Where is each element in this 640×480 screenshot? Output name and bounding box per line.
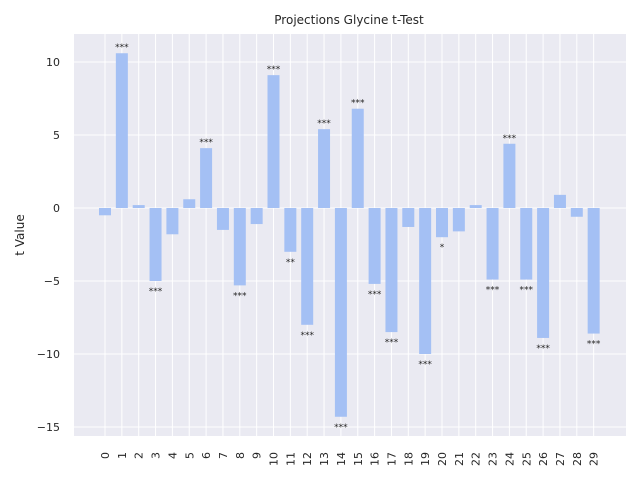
significance-label: ***: [267, 65, 281, 75]
bar: [486, 208, 499, 280]
x-tick-label: 1: [116, 452, 129, 459]
bar: [537, 208, 550, 338]
x-tick-label: 6: [200, 452, 213, 459]
x-tick-label: 27: [554, 452, 567, 466]
significance-label: ***: [149, 287, 163, 297]
plot-background: [74, 34, 626, 436]
bar: [402, 208, 415, 227]
x-tick-label: 22: [470, 452, 483, 466]
significance-label: ***: [418, 360, 432, 370]
bar: [301, 208, 314, 325]
bar: [216, 208, 229, 230]
x-tick-label: 29: [588, 452, 601, 466]
significance-label: ***: [115, 43, 129, 53]
x-tick-label: 2: [133, 452, 146, 459]
chart-title: Projections Glycine t-Test: [274, 13, 424, 27]
x-tick-label: 11: [284, 452, 297, 466]
x-tick-label: 10: [268, 452, 281, 466]
significance-label: ***: [317, 119, 331, 129]
significance-label: ***: [368, 290, 382, 300]
bar: [132, 205, 145, 208]
x-tick-label: 17: [385, 452, 398, 466]
x-tick-label: 20: [436, 452, 449, 466]
x-tick-label: 21: [453, 452, 466, 466]
bar: [436, 208, 448, 238]
bar: [334, 208, 347, 417]
x-tick-label: 25: [520, 452, 533, 466]
x-tick-label: 28: [571, 452, 584, 466]
significance-label: ***: [385, 338, 399, 348]
x-tick-label: 16: [369, 452, 382, 466]
x-tick-label: 12: [301, 452, 314, 466]
x-tick-label: 23: [487, 452, 500, 466]
bar: [200, 148, 213, 208]
bar: [503, 143, 516, 208]
bar: [385, 208, 398, 333]
x-tick-label: 5: [183, 452, 196, 459]
y-tick-label: −5: [44, 275, 60, 288]
bars-group: [99, 53, 600, 417]
significance-label: ***: [536, 344, 550, 354]
y-tick-label: 5: [53, 129, 60, 142]
x-tick-label: 0: [99, 452, 112, 459]
bar: [587, 208, 600, 334]
significance-label: ***: [233, 291, 247, 301]
bar: [452, 208, 465, 232]
significance-label: ***: [486, 286, 500, 296]
x-tick-label: 3: [150, 452, 163, 459]
bar: [553, 194, 566, 208]
significance-label: ***: [587, 340, 601, 350]
x-tick-label: 24: [503, 452, 516, 466]
y-tick-label: −10: [37, 348, 60, 361]
significance-label: ***: [334, 423, 348, 433]
bar: [267, 75, 280, 208]
significance-label: ***: [503, 134, 517, 144]
bar: [233, 208, 246, 286]
bar: [419, 208, 432, 354]
x-tick-label: 19: [419, 452, 432, 466]
x-tick-label: 7: [217, 452, 230, 459]
bar: [183, 199, 196, 208]
x-tick-label: 13: [318, 452, 331, 466]
y-axis-label: t Value: [13, 214, 27, 255]
x-tick-label: 14: [335, 452, 348, 466]
y-tick-label: −15: [37, 421, 60, 434]
bar: [469, 205, 482, 208]
significance-label: ***: [520, 286, 534, 296]
x-tick-labels: 0 1 2 3 4 5 6 7 8 9 10 11 12 13 14 15 16 17 18 19 20 21 22 23 24…: [99, 452, 601, 466]
x-tick-label: 26: [537, 452, 550, 466]
bar: [570, 208, 583, 217]
bar: [368, 208, 381, 284]
x-tick-label: 8: [234, 452, 247, 459]
bar: [166, 208, 179, 235]
bar: [318, 129, 331, 208]
y-tick-labels: −15 −10 −5 0 5 10: [37, 56, 60, 434]
y-tick-label: 0: [53, 202, 60, 215]
significance-label: ***: [351, 99, 365, 109]
x-tick-label: 15: [352, 452, 365, 466]
y-tick-label: 10: [46, 56, 60, 69]
bar: [250, 208, 263, 225]
bar: [284, 208, 297, 252]
significance-label: ***: [300, 331, 314, 341]
x-tick-label: 9: [251, 452, 264, 459]
bar: [351, 108, 364, 208]
x-tick-label: 4: [166, 452, 179, 459]
bar: [115, 53, 128, 208]
significance-labels: ****************************************…: [115, 43, 601, 433]
significance-label: *: [440, 243, 445, 253]
significance-label: **: [286, 258, 296, 268]
x-tick-label: 18: [402, 452, 415, 466]
significance-label: ***: [199, 138, 213, 148]
bar: [99, 208, 111, 216]
bar: [520, 208, 533, 280]
bar: [149, 208, 162, 281]
